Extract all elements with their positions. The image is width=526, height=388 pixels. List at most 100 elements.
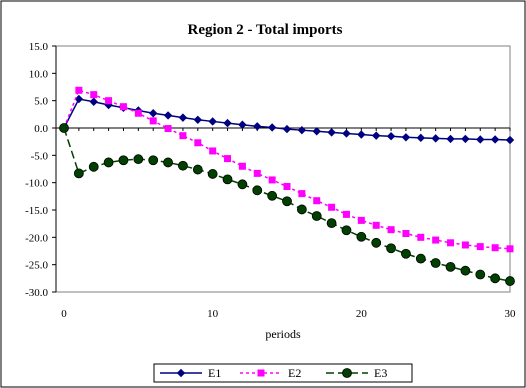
x-tick-label: 10 — [207, 308, 219, 320]
data-point-e3 — [59, 123, 69, 133]
data-point-e3 — [356, 231, 367, 242]
data-point-e1 — [371, 131, 381, 140]
data-point-e2 — [179, 132, 187, 140]
y-tick-label: -30.0 — [25, 287, 48, 299]
data-point-e3 — [282, 196, 292, 207]
data-point-e1 — [193, 115, 203, 125]
series-group — [59, 86, 515, 286]
legend-marker — [176, 368, 186, 378]
data-point-e2 — [194, 139, 202, 147]
data-point-e2 — [209, 147, 217, 155]
data-point-e1 — [148, 109, 158, 118]
y-tick-label: 15.0 — [29, 41, 49, 53]
legend-label: E1 — [208, 366, 221, 380]
x-axis-title: periods — [265, 327, 301, 341]
data-point-e3 — [371, 237, 382, 248]
data-point-e3 — [430, 258, 441, 268]
data-point-e2 — [461, 241, 469, 249]
x-tick-label: 20 — [356, 308, 368, 320]
data-point-e3 — [88, 161, 99, 172]
data-point-e2 — [506, 245, 514, 253]
data-point-e2 — [119, 103, 127, 111]
data-point-e3 — [133, 154, 144, 165]
data-point-e3 — [148, 155, 159, 166]
data-point-e1 — [297, 125, 307, 135]
legend: E1 E2 E3 — [153, 363, 413, 383]
data-point-e3 — [118, 155, 129, 166]
y-tick-label: -25.0 — [25, 260, 48, 272]
data-point-e2 — [90, 91, 98, 99]
y-tick-label: 0.0 — [34, 123, 48, 135]
data-point-e2 — [75, 86, 83, 94]
data-point-e3 — [296, 204, 307, 215]
data-point-e1 — [401, 133, 411, 142]
data-point-e3 — [505, 276, 515, 286]
data-point-e2 — [134, 109, 142, 117]
data-point-e3 — [341, 225, 352, 236]
data-point-e1 — [178, 113, 188, 122]
axes: 15.0 10.0 5.0 0.0 -5.0 -10.0 -15.0 -20.0 -25.0 -3… — [25, 41, 516, 320]
y-tick-label: -15.0 — [25, 205, 48, 217]
data-point-e2 — [491, 244, 499, 252]
data-point-e2 — [298, 190, 306, 198]
data-point-e3 — [192, 164, 203, 175]
data-point-e2 — [164, 125, 172, 133]
data-point-e1 — [238, 120, 247, 129]
legend-label: E3 — [374, 366, 387, 380]
data-point-e2 — [149, 117, 157, 125]
data-point-e2 — [447, 239, 455, 247]
legend-marker — [257, 369, 265, 377]
x-tick-label: 0 — [61, 308, 67, 320]
data-point-e3 — [237, 179, 248, 190]
series-e3 — [59, 123, 515, 286]
data-point-e3 — [207, 169, 218, 179]
plot-area — [55, 45, 511, 293]
y-tick-label: 5.0 — [34, 96, 48, 108]
data-point-e2 — [283, 182, 291, 190]
data-point-e3 — [267, 190, 278, 201]
data-point-e3 — [311, 211, 322, 221]
data-point-e3 — [460, 265, 471, 276]
data-point-e2 — [105, 97, 113, 105]
data-point-e3 — [163, 157, 173, 168]
data-point-e3 — [490, 273, 501, 284]
data-point-e1 — [208, 117, 217, 126]
data-point-e2 — [387, 226, 395, 234]
data-point-e3 — [415, 253, 426, 264]
data-point-e1 — [253, 122, 262, 131]
data-point-e2 — [357, 216, 365, 224]
data-point-e3 — [252, 185, 263, 196]
y-tick-label: -5.0 — [31, 150, 49, 162]
data-point-e3 — [222, 174, 233, 185]
x-tick-label: 30 — [505, 308, 517, 320]
chart-title: Region 2 - Total imports — [187, 22, 342, 38]
data-point-e1 — [431, 134, 440, 143]
y-tick-label: 10.0 — [29, 68, 49, 80]
data-point-e1 — [89, 97, 98, 106]
data-point-e2 — [372, 221, 380, 229]
data-point-e2 — [476, 243, 484, 251]
legend-marker — [342, 368, 352, 378]
data-point-e3 — [326, 218, 337, 229]
data-point-e1 — [357, 130, 366, 139]
y-tick-label: -10.0 — [25, 178, 48, 190]
data-point-e3 — [401, 248, 411, 259]
data-point-e1 — [476, 135, 485, 144]
data-point-e1 — [312, 127, 321, 136]
data-point-e2 — [253, 169, 261, 177]
data-point-e1 — [386, 131, 396, 141]
data-point-e1 — [342, 129, 351, 138]
data-point-e2 — [342, 210, 350, 218]
data-point-e1 — [267, 123, 277, 132]
data-point-e1 — [446, 134, 455, 144]
data-point-e2 — [402, 230, 410, 238]
data-point-e3 — [386, 243, 396, 254]
data-point-e1 — [490, 135, 500, 144]
data-point-e1 — [461, 134, 470, 144]
data-point-e1 — [163, 111, 173, 120]
data-point-e1 — [505, 135, 515, 145]
data-point-e3 — [73, 168, 84, 179]
data-point-e2 — [238, 162, 246, 170]
